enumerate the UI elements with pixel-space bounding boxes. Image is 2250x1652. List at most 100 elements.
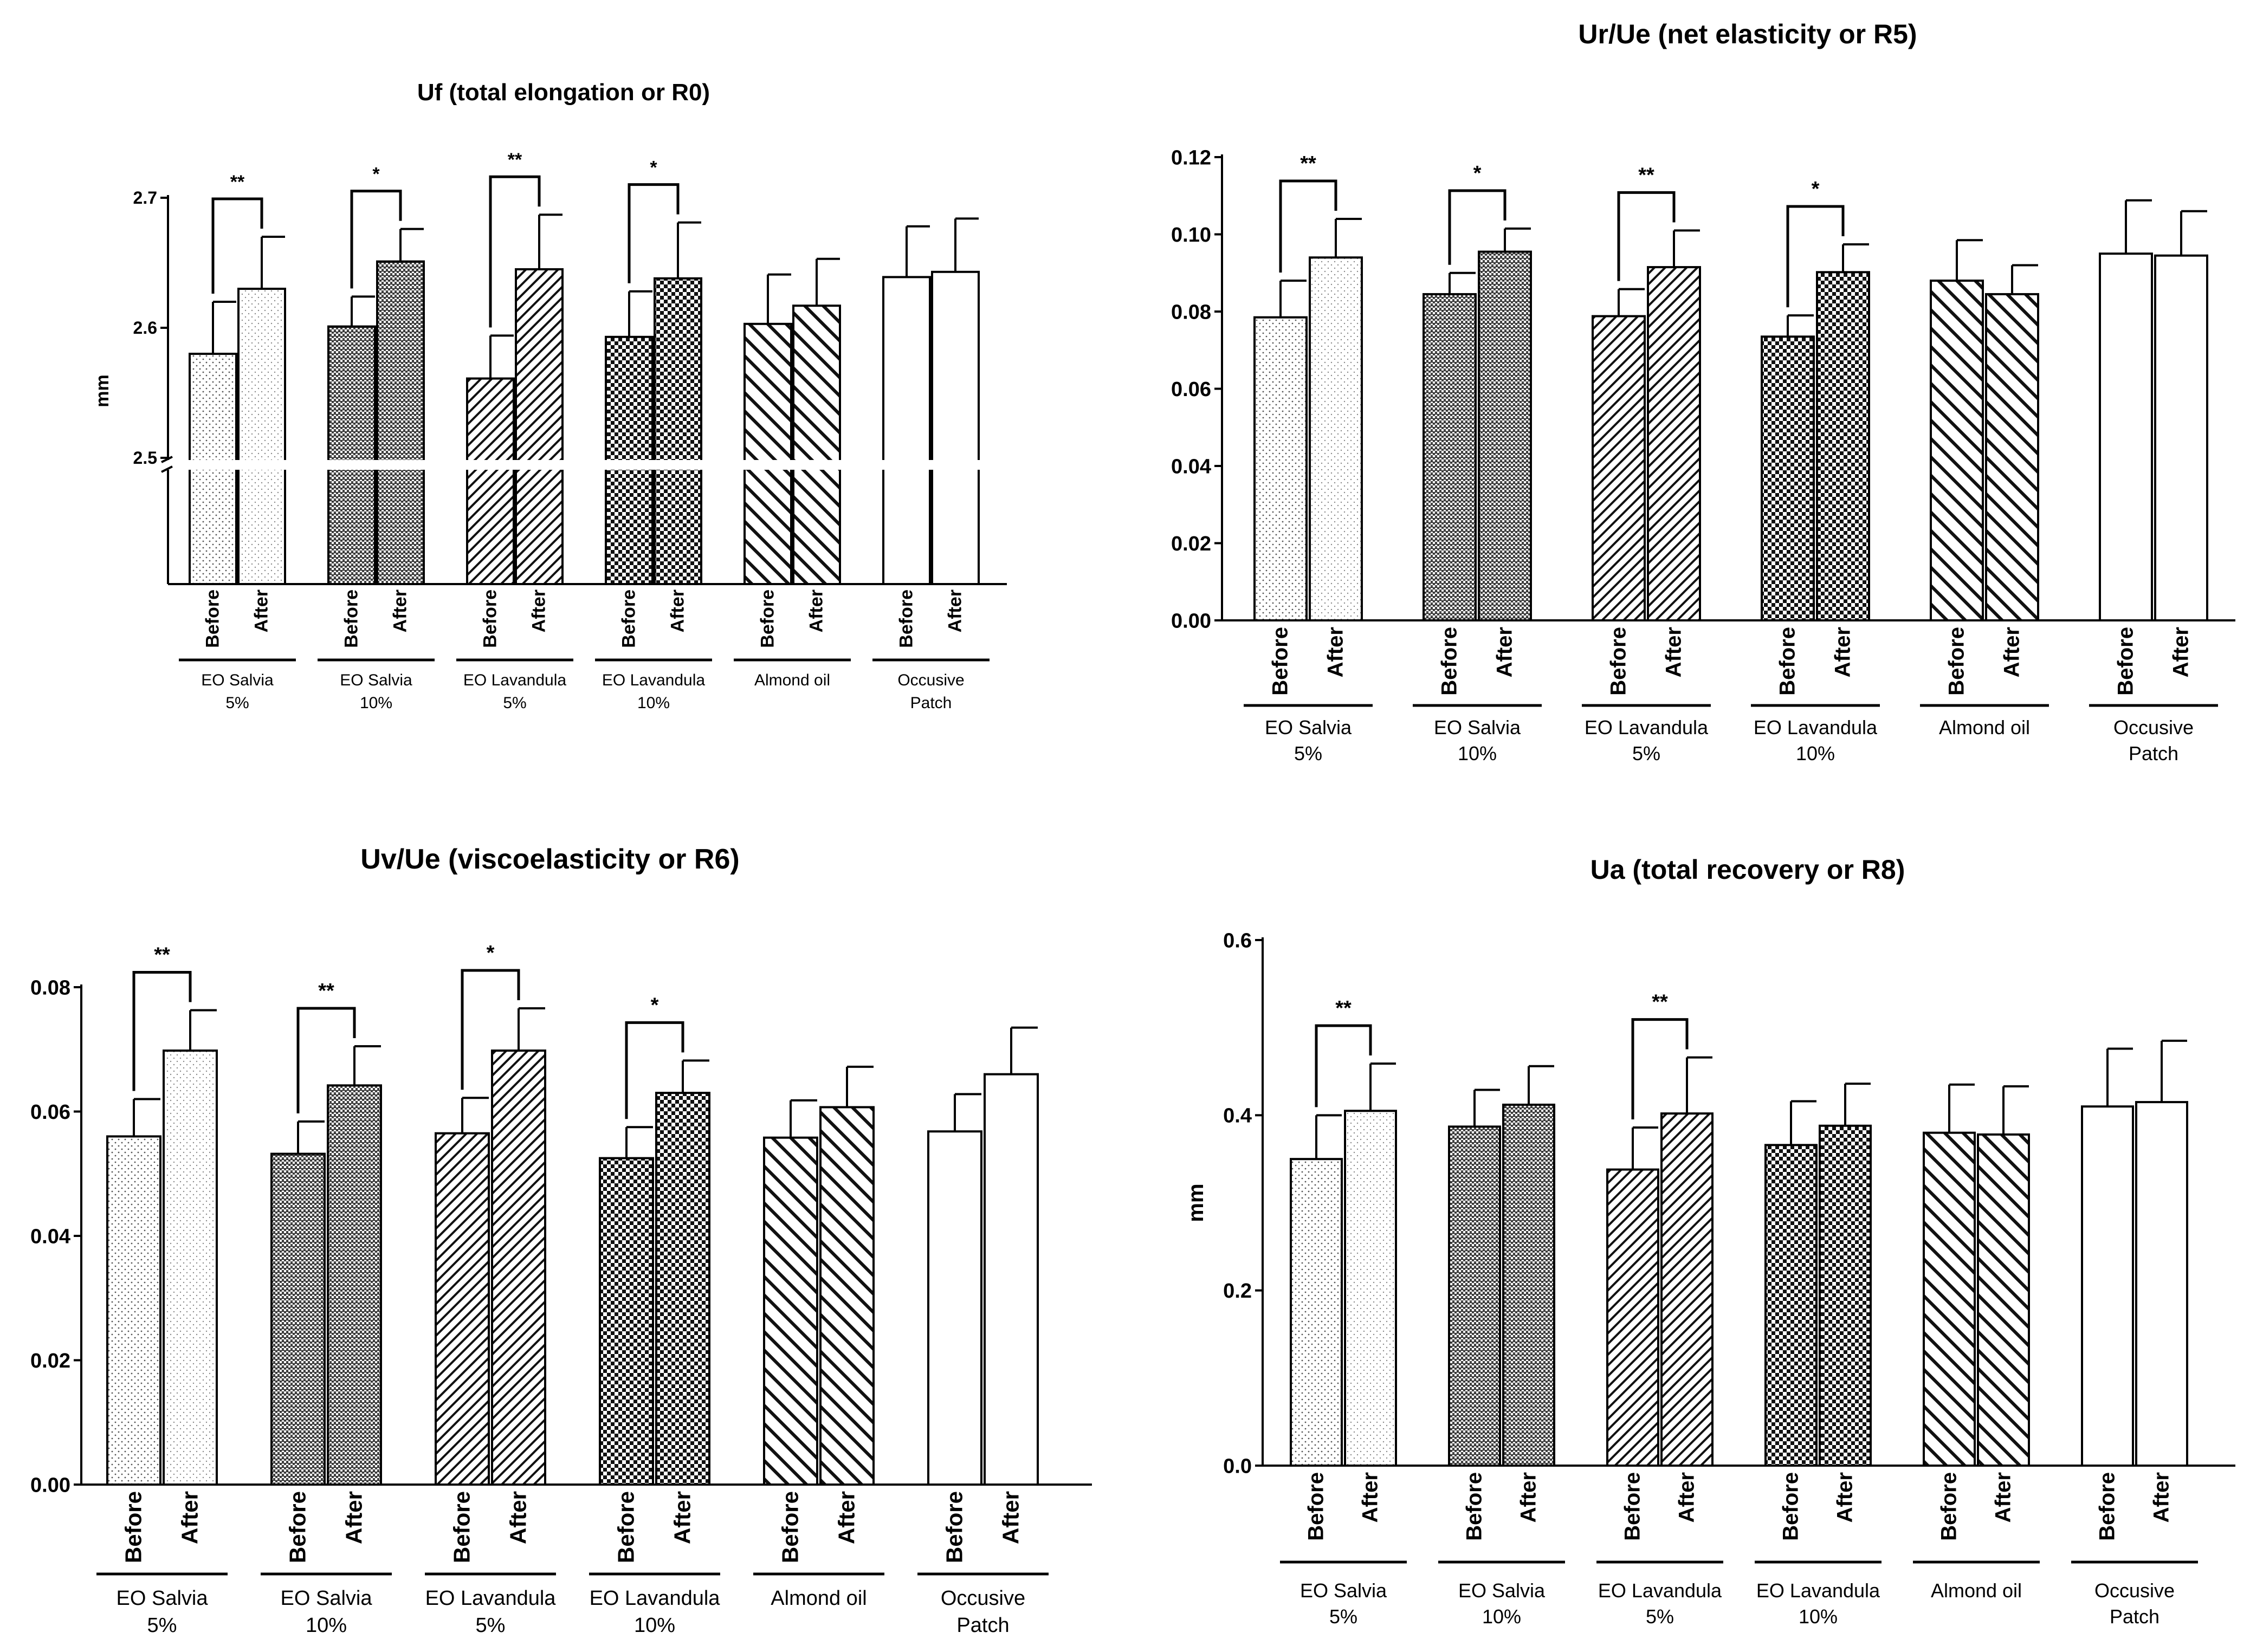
category-label: Patch (2110, 1605, 2160, 1628)
bar-before (599, 1157, 654, 1486)
chart-2: Ur/Ue (net elasticity or R5) 0.00 0.02 0.04… (1171, 19, 2235, 765)
significance-label: ** (1335, 997, 1352, 1020)
significance-bracket (489, 175, 541, 328)
y-tick-label: 0.00 (1171, 610, 1211, 632)
bar-label-after: After (390, 589, 411, 632)
y-tick-label: 0.08 (1171, 301, 1211, 323)
y-tick-label: 0.6 (1223, 929, 1252, 952)
y-tick-label: 2.6 (133, 318, 157, 338)
bar-label-after: After (2169, 627, 2193, 677)
bar-label-after: After (341, 1491, 366, 1544)
category-label: EO Lavandula (1754, 716, 1878, 738)
bar-after (1502, 1103, 1555, 1467)
chart-title: Ua (total recovery or R8) (1590, 854, 1905, 885)
significance-label: * (487, 942, 495, 964)
bar-label-after: After (1324, 627, 1348, 677)
bar-before (763, 1136, 818, 1486)
bar-before (106, 1135, 161, 1486)
y-tick-label: 0.06 (30, 1101, 70, 1124)
category-label: EO Lavandula (463, 671, 566, 689)
bar-after (2154, 254, 2208, 621)
bar-label-after: After (668, 589, 688, 632)
chart-title: Uf (total elongation or R0) (417, 79, 710, 106)
y-tick-label: 2.7 (133, 188, 157, 208)
axis-break-mark (161, 465, 173, 473)
bar-before (466, 377, 515, 585)
y-tick-label: 0.4 (1223, 1105, 1252, 1128)
bar-label-before: Before (1937, 1472, 1961, 1541)
bar-label-after: After (505, 1491, 531, 1544)
category-label: EO Salvia (281, 1587, 373, 1610)
bar-label-before: Before (619, 589, 639, 648)
bar-label-before: Before (1776, 627, 1800, 696)
category-label: Almond oil (754, 671, 830, 689)
category-label: Almond oil (1931, 1579, 2022, 1602)
category-label: Patch (2129, 742, 2178, 765)
bar-after (491, 1049, 546, 1486)
category-label: 5% (1632, 742, 1660, 765)
category-label: EO Salvia (117, 1587, 209, 1610)
category-label: Almond oil (771, 1587, 867, 1610)
category-label: EO Salvia (340, 671, 412, 689)
bar-after (1647, 266, 1701, 621)
category-label: EO Lavandula (602, 671, 705, 689)
y-tick-label: 0.08 (30, 976, 70, 999)
bar-label-before: Before (777, 1491, 803, 1563)
axis-break-gap (157, 460, 1018, 470)
y-tick-label: 0.10 (1171, 224, 1211, 247)
bar-label-after: After (1517, 1472, 1541, 1523)
y-tick-label: 0.04 (30, 1225, 70, 1248)
bar-after (1819, 1124, 1872, 1467)
chart-1: Uf (total elongation or R0) 2.5 2.6 2.7 mm Be… (92, 79, 1018, 712)
significance-label: ** (1638, 164, 1654, 186)
bar-after (376, 260, 425, 586)
significance-bracket (625, 1021, 684, 1119)
significance-label: * (651, 994, 659, 1016)
significance-bracket (628, 183, 680, 283)
bar-after (1985, 293, 2039, 621)
y-tick-label: 0.0 (1223, 1455, 1252, 1478)
bar-before (1764, 1144, 1818, 1467)
category-label: Occusive (2094, 1579, 2175, 1602)
bar-before (327, 325, 376, 585)
significance-bracket (296, 1007, 356, 1113)
bar-label-after: After (806, 589, 827, 632)
significance-bracket (1448, 189, 1507, 265)
category-label: 5% (503, 694, 526, 712)
bar-label-after: After (1992, 1472, 2015, 1523)
significance-label: * (372, 164, 380, 185)
bar-label-before: Before (2096, 1472, 2119, 1541)
bar-before (1923, 1131, 1976, 1467)
bar-before (882, 276, 931, 585)
category-label: EO Lavandula (1756, 1579, 1880, 1602)
y-tick-label: 0.00 (30, 1474, 70, 1496)
significance-label: * (650, 158, 657, 178)
bar-after (1816, 271, 1870, 621)
bar-before (1761, 335, 1815, 621)
bar-label-before: Before (758, 589, 778, 648)
bar-after (654, 277, 702, 585)
bar-after (2135, 1101, 2188, 1467)
bar-before (743, 322, 792, 585)
bar-before (2081, 1105, 2134, 1467)
y-tick-label: 0.06 (1171, 378, 1211, 401)
y-tick-label: 0.02 (1171, 533, 1211, 555)
chart-4: Ua (total recovery or R8) 0.0 0.2 0.4 0.6 mm B… (1184, 854, 2235, 1628)
bar-label-after: After (1493, 627, 1517, 677)
category-label: 10% (1482, 1605, 1521, 1628)
bar-label-after: After (529, 589, 549, 632)
category-label: Occusive (941, 1587, 1025, 1610)
bar-label-after: After (251, 589, 272, 632)
bar-after (1977, 1133, 2030, 1467)
bar-after (819, 1106, 875, 1486)
category-label: 10% (360, 694, 392, 712)
significance-label: ** (318, 980, 334, 1002)
bar-after (237, 288, 286, 585)
bar-label-after: After (833, 1491, 859, 1544)
bar-after (515, 268, 564, 585)
bar-label-before: Before (285, 1491, 310, 1563)
bar-label-after: After (1675, 1472, 1699, 1523)
